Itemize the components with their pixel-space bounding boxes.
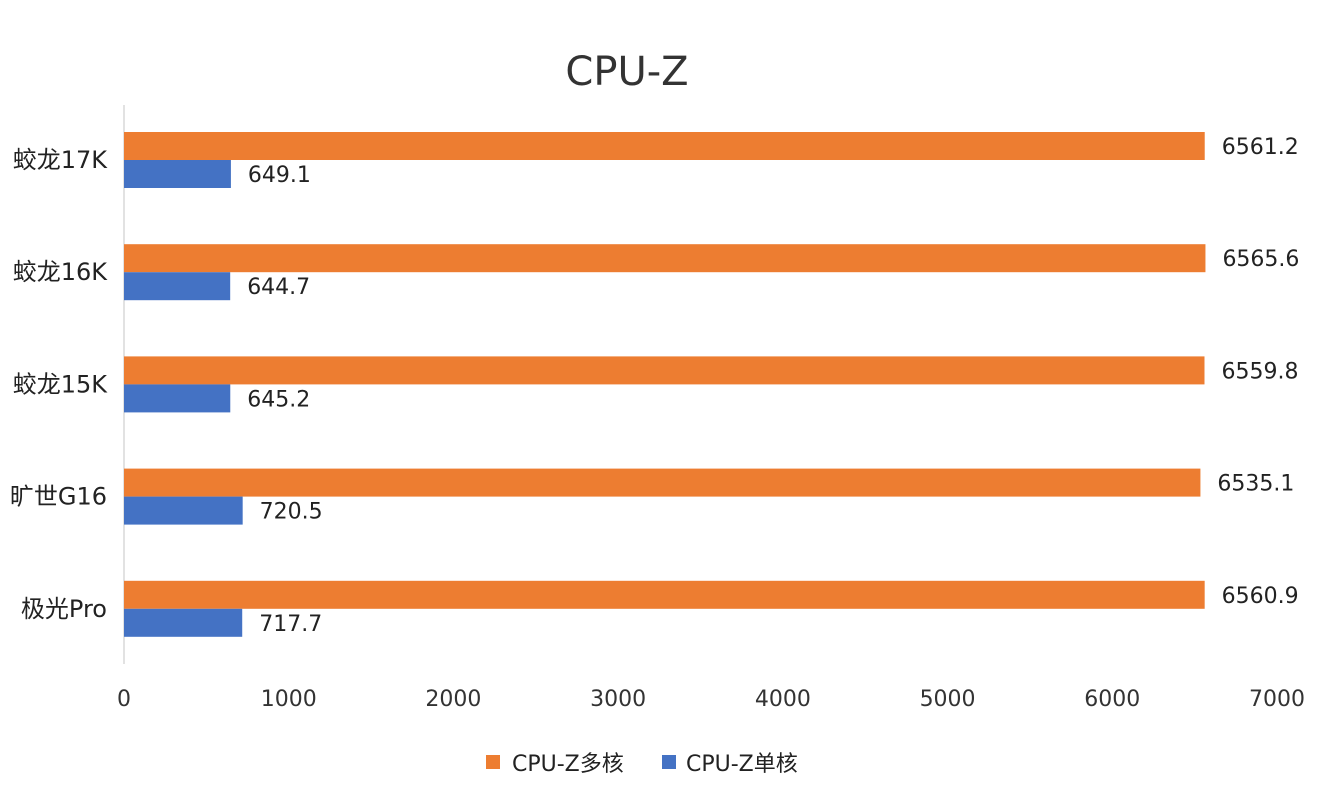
legend-swatch-0 (486, 755, 500, 769)
x-tick-label-6: 6000 (1084, 687, 1140, 712)
bar-s1-17k (124, 160, 231, 188)
bar-s0-15k (124, 356, 1205, 385)
x-tick-label-2: 2000 (425, 687, 481, 712)
legend-swatch-1 (662, 755, 676, 769)
value-label-s1-3: 720.5 (260, 500, 323, 525)
value-label-s1-0: 649.1 (248, 163, 311, 188)
bars-layer (124, 132, 1206, 637)
x-tick-label-7: 7000 (1249, 687, 1305, 712)
value-label-s0-4: 6560.9 (1222, 584, 1299, 609)
legend-label-1: CPU-Z单核 (686, 752, 798, 777)
x-tick-label-1: 1000 (261, 687, 317, 712)
bar-s1-15k (124, 384, 231, 413)
chart-title: CPU-Z (565, 49, 688, 95)
value-label-s0-0: 6561.2 (1222, 135, 1299, 160)
bar-s1-16k (124, 272, 231, 301)
value-label-s1-1: 644.7 (247, 275, 310, 300)
category-label-3: 旷世G16 (10, 483, 107, 511)
bar-s0-g16 (124, 468, 1201, 497)
bar-s1-g16 (124, 496, 243, 525)
value-label-s0-2: 6559.8 (1221, 359, 1298, 384)
x-tick-label-4: 4000 (755, 687, 811, 712)
bar-s1-pro (124, 608, 243, 637)
bar-s0-17k (124, 132, 1205, 160)
category-label-0: 蛟龙17K (13, 146, 109, 174)
x-tick-label-3: 3000 (590, 687, 646, 712)
value-label-s0-3: 6535.1 (1217, 472, 1294, 497)
value-label-s1-4: 717.7 (259, 612, 322, 637)
x-tick-label-0: 0 (117, 687, 131, 712)
value-label-s0-1: 6565.6 (1222, 247, 1299, 272)
x-axis-ticks: 0 1000 2000 3000 4000 5000 6000 7000 (117, 687, 1305, 712)
labels-layer: 蛟龙17K 6561.2 649.1 蛟龙16K 6565.6 644.7 蛟龙15K 655… (10, 135, 1300, 637)
category-label-1: 蛟龙16K (13, 258, 109, 286)
category-label-2: 蛟龙15K (13, 370, 109, 398)
bar-s0-16k (124, 244, 1206, 273)
value-label-s1-2: 645.2 (247, 387, 310, 412)
legend-label-0: CPU-Z多核 (512, 752, 624, 777)
category-label-4: 极光Pro (21, 595, 107, 623)
legend: CPU-Z多核 CPU-Z单核 (486, 752, 798, 777)
x-tick-label-5: 5000 (920, 687, 976, 712)
bar-s0-pro (124, 580, 1205, 609)
